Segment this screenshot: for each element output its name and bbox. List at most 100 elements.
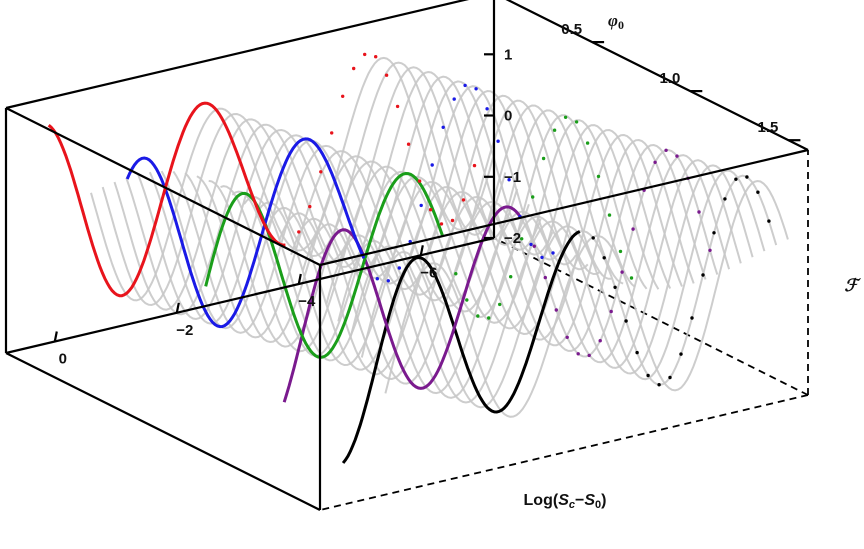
z-tick-label: −2 — [504, 230, 521, 247]
series-point — [587, 353, 591, 358]
series-point — [341, 94, 345, 99]
x-tick-label: −2 — [176, 322, 193, 339]
y-tick-label: 0.5 — [561, 21, 582, 38]
series-curve — [204, 171, 444, 359]
series-point — [386, 279, 390, 283]
series-point — [450, 218, 455, 223]
series-point — [620, 270, 624, 274]
background-curve — [172, 89, 577, 334]
series-point — [417, 179, 422, 183]
series-point — [653, 160, 657, 164]
background-curves — [90, 56, 789, 418]
series-point — [319, 170, 323, 174]
series-point — [441, 125, 445, 129]
series-point — [395, 104, 400, 109]
series-point — [529, 242, 533, 247]
series-point — [363, 52, 367, 57]
series-curve — [47, 101, 286, 298]
series-point — [576, 352, 580, 356]
series-point — [531, 195, 535, 199]
background-curve — [278, 133, 683, 376]
series-point — [618, 249, 623, 254]
series-point — [485, 107, 489, 111]
series-point — [679, 352, 683, 356]
series-point — [690, 316, 694, 320]
series-point — [635, 350, 639, 355]
series-point — [675, 154, 679, 158]
series-point — [439, 222, 444, 226]
highlighted-curves — [47, 52, 771, 464]
series-point — [554, 308, 558, 312]
series-point — [428, 208, 433, 212]
series-point — [631, 227, 635, 231]
x-axis-label: Log(Sc−S0) — [524, 492, 607, 511]
series-point — [397, 266, 401, 270]
series-point — [609, 309, 613, 314]
series-point — [474, 87, 478, 91]
series-point — [745, 175, 749, 179]
series-point — [352, 66, 356, 71]
series-point — [598, 339, 602, 343]
series-point — [607, 213, 612, 217]
background-curve — [337, 159, 742, 399]
bounding-box-front — [4, 0, 809, 511]
series-point — [574, 120, 579, 124]
series-point — [708, 248, 712, 252]
box-edge — [319, 148, 809, 267]
x-tick-label: −6 — [420, 264, 437, 281]
x-tick-mark — [53, 331, 58, 342]
x-tick-mark — [419, 245, 424, 256]
series-point — [712, 231, 716, 235]
box-edge — [5, 236, 495, 355]
background-curve — [148, 80, 554, 325]
z-tick-label: 2 — [504, 0, 512, 2]
series-point — [498, 302, 502, 307]
series-point — [308, 204, 312, 209]
box-edge — [5, 107, 321, 266]
series-point — [646, 373, 650, 378]
bounding-box-back — [319, 150, 809, 511]
z-axis-label: ℱ — [844, 276, 861, 295]
box-edge — [505, 0, 809, 151]
series-point — [664, 148, 668, 152]
axis-ticks: 0−2−4−60.00.51.01.5−2−1012 — [53, 0, 801, 368]
series-point — [430, 163, 434, 167]
series-point — [585, 141, 590, 145]
y-tick-label: 1.0 — [659, 70, 680, 87]
background-curve — [90, 56, 495, 302]
series-point — [532, 244, 536, 248]
x-tick-label: −4 — [298, 293, 316, 310]
series-point — [541, 156, 546, 161]
series-point — [419, 203, 423, 208]
y-tick-label: 1.5 — [758, 119, 779, 136]
series-point — [756, 190, 760, 194]
background-curve — [231, 114, 636, 357]
series-point — [657, 383, 661, 387]
x-tick-mark — [175, 302, 180, 314]
box-hidden-edge — [493, 237, 809, 396]
series-point — [723, 197, 727, 201]
series-point — [563, 115, 568, 120]
series-point — [767, 219, 771, 223]
x-tick-label: 0 — [59, 351, 67, 368]
background-curve — [220, 109, 624, 353]
series-point — [596, 174, 601, 179]
series-point — [472, 163, 477, 168]
series-point — [697, 210, 701, 214]
z-tick-label: −1 — [504, 169, 521, 186]
series-point — [629, 276, 634, 280]
series-point — [591, 236, 595, 240]
series-curve — [125, 137, 366, 329]
series-point — [452, 97, 456, 101]
series-point — [461, 198, 466, 202]
background-curve — [184, 94, 589, 339]
series-point — [668, 375, 672, 380]
series-point — [384, 73, 389, 77]
background-curve — [301, 143, 707, 385]
series-curve — [282, 205, 523, 403]
box-edge — [5, 352, 321, 511]
series-point — [487, 316, 491, 320]
z-tick-label: 0 — [504, 108, 512, 125]
z-tick-label: 1 — [504, 46, 512, 63]
